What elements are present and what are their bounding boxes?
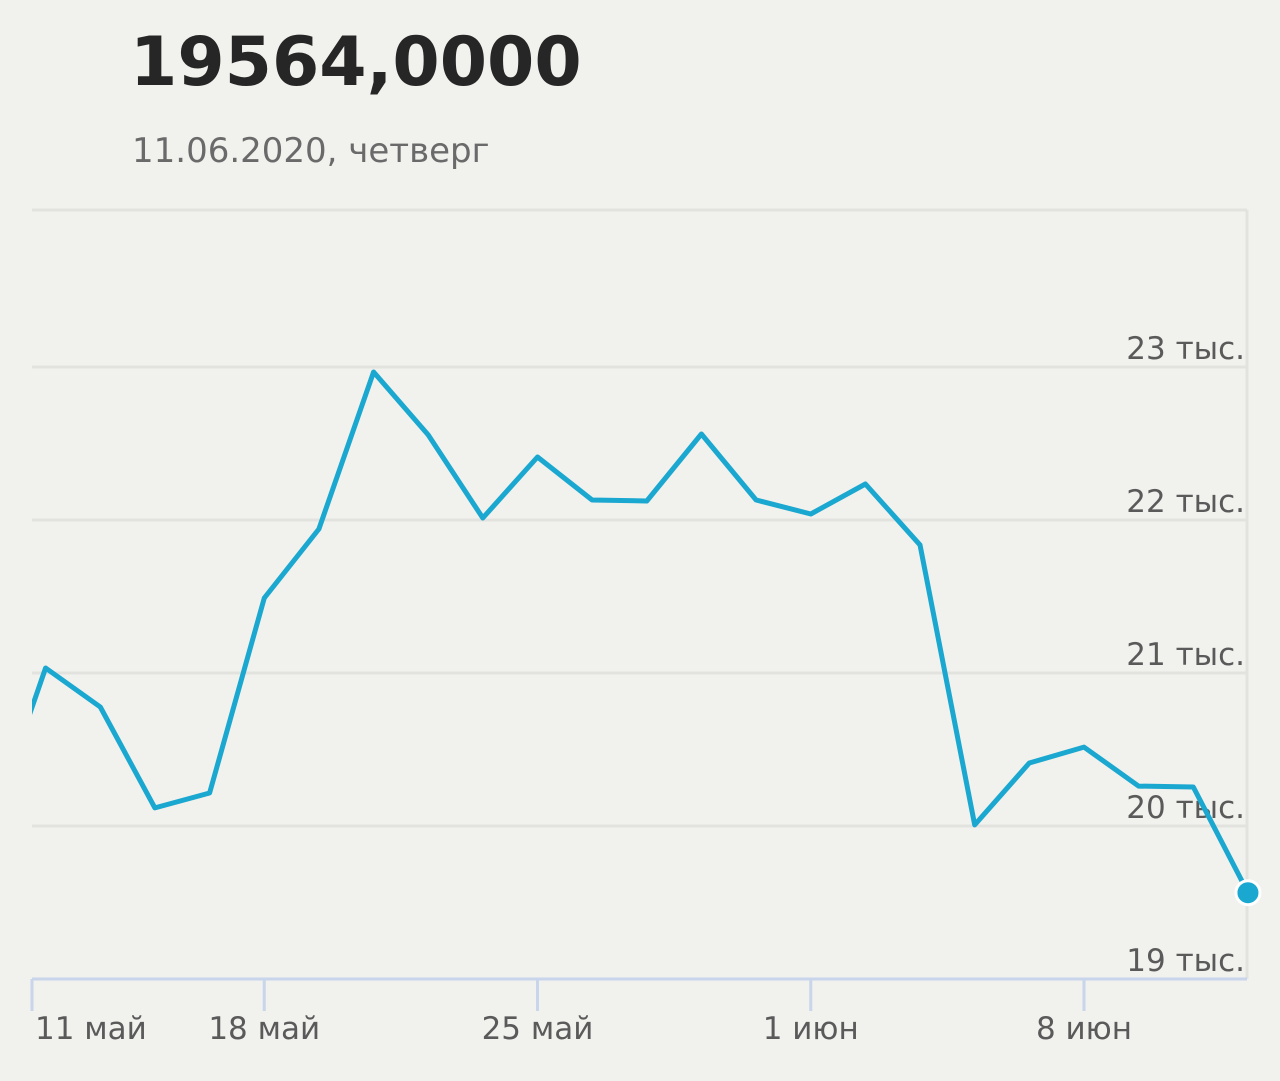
chart-title: 19564,0000 bbox=[130, 23, 582, 102]
line bbox=[32, 369, 1251, 894]
x-tick-label: 18 май bbox=[208, 1011, 320, 1047]
x-tick-label: 1 июн bbox=[763, 1011, 859, 1047]
y-tick-label: 22 тыс. bbox=[1126, 484, 1245, 520]
y-tick-label: 19 тыс. bbox=[1126, 943, 1245, 979]
last-point bbox=[1234, 879, 1262, 907]
x-tick-label: 11 май bbox=[35, 1011, 147, 1047]
y-tick-label: 23 тыс. bbox=[1126, 331, 1245, 367]
y-tick-label: 20 тыс. bbox=[1126, 790, 1245, 826]
chart-subtitle: 11.06.2020, четверг bbox=[132, 131, 490, 171]
grid: 19 тыс. 20 тыс. 21 тыс. 22 тыс. 23 тыс. 11 ма… bbox=[30, 331, 1247, 1047]
y-tick-label: 21 тыс. bbox=[1126, 637, 1245, 673]
x-tick-label: 25 май bbox=[482, 1011, 594, 1047]
x-tick-label: 8 июн bbox=[1036, 1011, 1132, 1047]
plot bbox=[32, 369, 1262, 907]
